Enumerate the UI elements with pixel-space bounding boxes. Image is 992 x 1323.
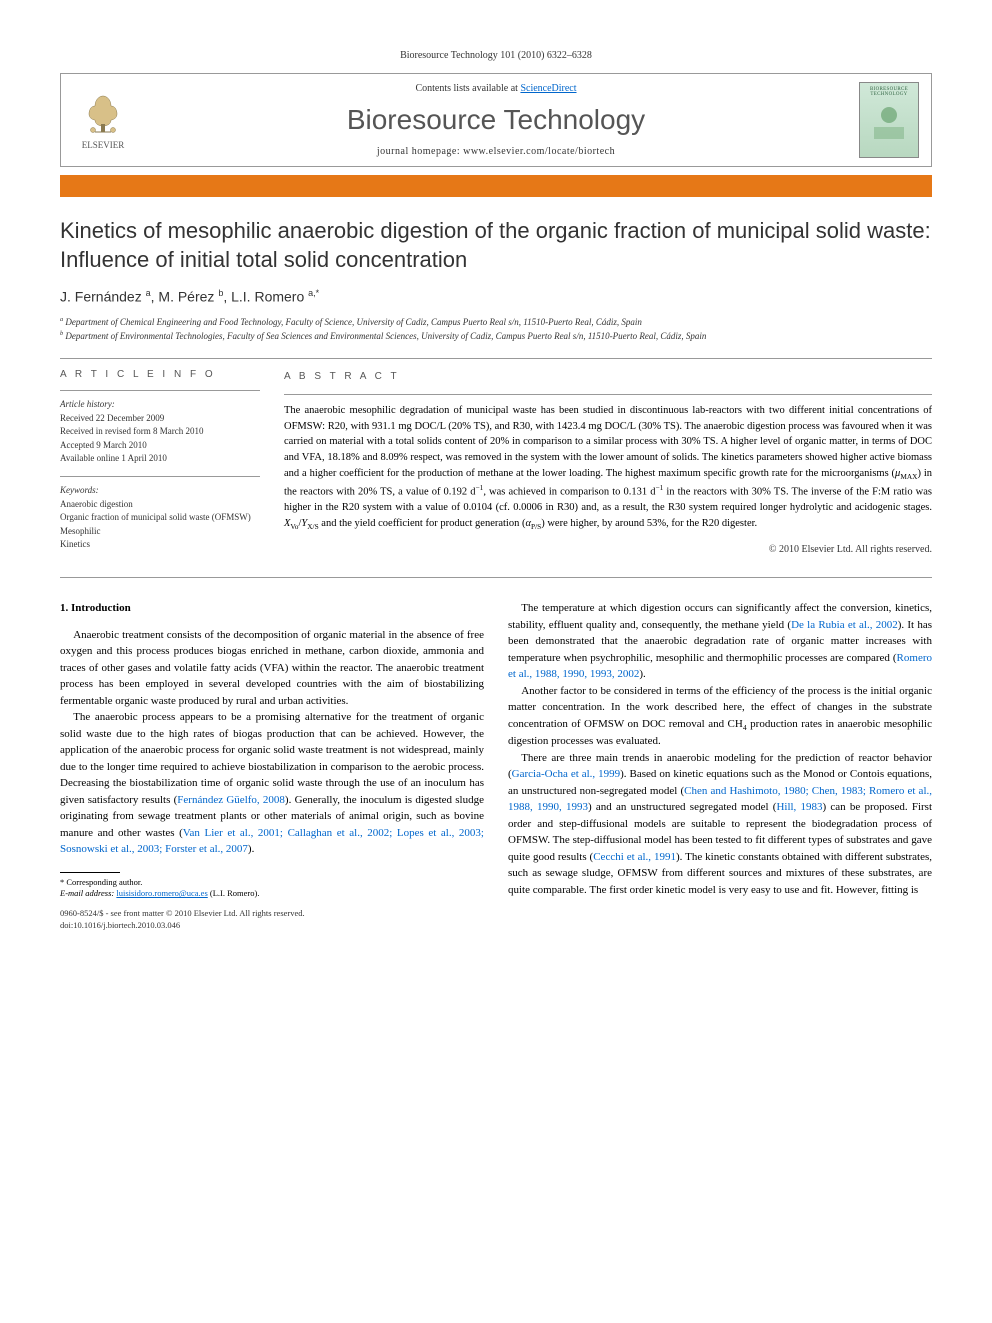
body-paragraph: There are three main trends in anaerobic… — [508, 750, 932, 899]
journal-cover-art-icon — [864, 103, 914, 143]
copyright-doi-block: 0960-8524/$ - see front matter © 2010 El… — [60, 908, 484, 932]
journal-cover-title: BIORESOURCE TECHNOLOGY — [862, 87, 916, 97]
body-column-left: 1. Introduction Anaerobic treatment cons… — [60, 600, 484, 932]
accent-bar — [60, 175, 932, 197]
abstract-heading: A B S T R A C T — [284, 369, 932, 384]
body-paragraph: Another factor to be considered in terms… — [508, 683, 932, 750]
affiliation-line: a Department of Chemical Engineering and… — [60, 315, 932, 330]
col2-paragraphs: The temperature at which digestion occur… — [508, 600, 932, 898]
article-info-heading: A R T I C L E I N F O — [60, 369, 260, 380]
keyword-item: Mesophilic — [60, 525, 260, 539]
history-item: Available online 1 April 2010 — [60, 452, 260, 466]
divider-top — [60, 358, 932, 359]
footnote-divider — [60, 872, 120, 873]
journal-homepage-line: journal homepage: www.elsevier.com/locat… — [133, 146, 859, 157]
sciencedirect-link[interactable]: ScienceDirect — [520, 83, 576, 94]
info-divider-2 — [60, 476, 260, 477]
body-column-right: The temperature at which digestion occur… — [508, 600, 932, 932]
body-paragraph: The anaerobic process appears to be a pr… — [60, 709, 484, 858]
journal-cover-thumbnail: BIORESOURCE TECHNOLOGY — [859, 82, 919, 158]
abstract-text: The anaerobic mesophilic degradation of … — [284, 403, 932, 532]
front-matter-line: 0960-8524/$ - see front matter © 2010 El… — [60, 908, 484, 920]
history-item: Received 22 December 2009 — [60, 412, 260, 426]
header-center: Contents lists available at ScienceDirec… — [133, 83, 859, 157]
article-history-list: Received 22 December 2009Received in rev… — [60, 412, 260, 466]
keywords-title: Keywords: — [60, 485, 260, 495]
keyword-item: Anaerobic digestion — [60, 498, 260, 512]
abstract-column: A B S T R A C T The anaerobic mesophilic… — [284, 369, 932, 557]
article-history-title: Article history: — [60, 399, 260, 409]
homepage-prefix: journal homepage: — [377, 146, 463, 157]
journal-name: Bioresource Technology — [133, 104, 859, 136]
divider-bottom — [60, 577, 932, 578]
corresponding-author-note: * Corresponding author. — [60, 877, 484, 889]
contents-prefix: Contents lists available at — [415, 83, 520, 94]
homepage-url: www.elsevier.com/locate/biortech — [463, 146, 615, 157]
history-item: Received in revised form 8 March 2010 — [60, 425, 260, 439]
journal-header-box: ELSEVIER Contents lists available at Sci… — [60, 73, 932, 167]
keywords-list: Anaerobic digestionOrganic fraction of m… — [60, 498, 260, 552]
email-label: E-mail address: — [60, 888, 116, 898]
article-title: Kinetics of mesophilic anaerobic digesti… — [60, 217, 932, 274]
authors-line: J. Fernández a, M. Pérez b, L.I. Romero … — [60, 288, 932, 305]
section-heading-intro: 1. Introduction — [60, 600, 484, 617]
publisher-name: ELSEVIER — [73, 140, 133, 150]
info-divider-1 — [60, 390, 260, 391]
doi-line: doi:10.1016/j.biortech.2010.03.046 — [60, 920, 484, 932]
body-columns: 1. Introduction Anaerobic treatment cons… — [60, 600, 932, 932]
page-root: Bioresource Technology 101 (2010) 6322–6… — [0, 0, 992, 982]
info-abstract-row: A R T I C L E I N F O Article history: R… — [60, 369, 932, 557]
affiliation-line: b Department of Environmental Technologi… — [60, 329, 932, 344]
publisher-logo: ELSEVIER — [73, 90, 133, 150]
col1-paragraphs: Anaerobic treatment consists of the deco… — [60, 627, 484, 858]
email-suffix: (L.I. Romero). — [208, 888, 260, 898]
body-paragraph: Anaerobic treatment consists of the deco… — [60, 627, 484, 710]
keyword-item: Organic fraction of municipal solid wast… — [60, 511, 260, 525]
corresponding-email-link[interactable]: luisisidoro.romero@uca.es — [116, 888, 207, 898]
keyword-item: Kinetics — [60, 538, 260, 552]
article-info-column: A R T I C L E I N F O Article history: R… — [60, 369, 260, 557]
affiliations: a Department of Chemical Engineering and… — [60, 315, 932, 344]
body-paragraph: The temperature at which digestion occur… — [508, 600, 932, 683]
journal-header-citation: Bioresource Technology 101 (2010) 6322–6… — [60, 50, 932, 61]
email-line: E-mail address: luisisidoro.romero@uca.e… — [60, 888, 484, 900]
abstract-copyright: © 2010 Elsevier Ltd. All rights reserved… — [284, 542, 932, 557]
abstract-divider — [284, 394, 932, 395]
elsevier-tree-icon — [81, 90, 125, 138]
history-item: Accepted 9 March 2010 — [60, 439, 260, 453]
contents-available-line: Contents lists available at ScienceDirec… — [133, 83, 859, 94]
